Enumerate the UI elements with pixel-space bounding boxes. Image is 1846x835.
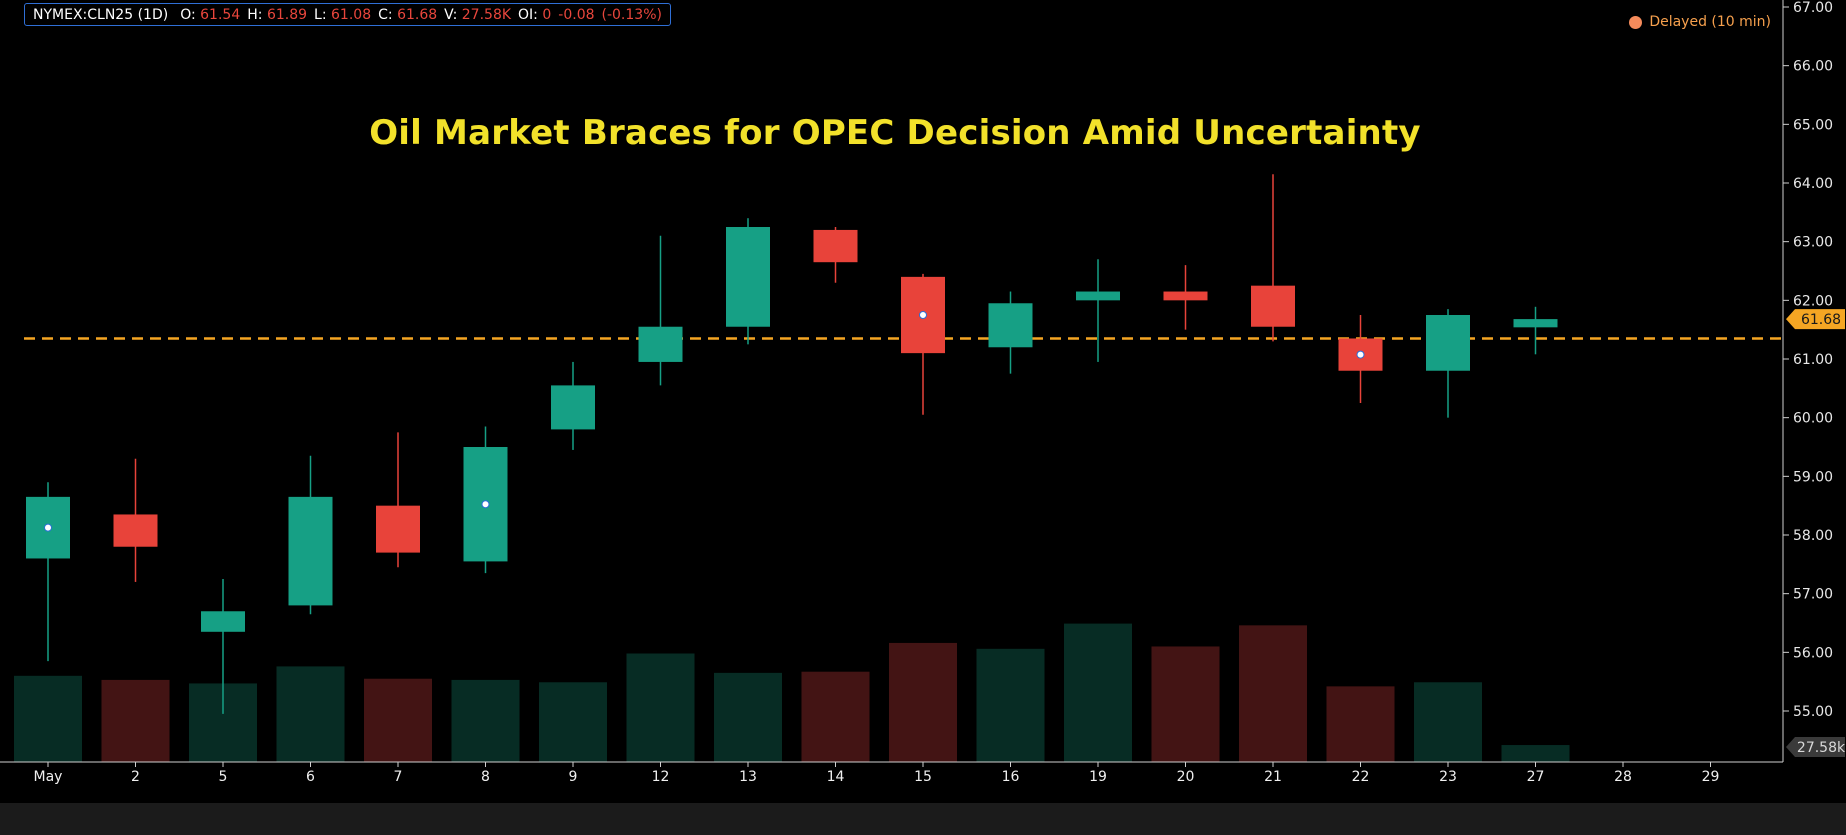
x-tick-label: 6 bbox=[306, 769, 315, 785]
open-label: O: bbox=[180, 6, 196, 23]
x-tick-label: 29 bbox=[1702, 769, 1720, 785]
candle-body-14 bbox=[813, 229, 858, 263]
x-tick-label: 9 bbox=[569, 769, 578, 785]
open-value: 61.54 bbox=[200, 6, 241, 23]
candle-body-5 bbox=[201, 611, 245, 632]
y-tick-label: 66.00 bbox=[1793, 59, 1833, 75]
candle-body-12 bbox=[638, 326, 683, 362]
y-tick-label: 65.00 bbox=[1793, 117, 1833, 133]
y-tick-label: 61.00 bbox=[1793, 352, 1833, 368]
candle-body-9 bbox=[551, 385, 595, 430]
status-dot-icon bbox=[1629, 15, 1643, 29]
close-value: 61.68 bbox=[397, 6, 438, 23]
volume-label: V: bbox=[444, 6, 458, 23]
y-tick-label: 62.00 bbox=[1793, 293, 1833, 309]
volume-bar-19 bbox=[1064, 623, 1132, 762]
delayed-label: Delayed (10 min) bbox=[1649, 14, 1771, 30]
volume-bar-20 bbox=[1151, 646, 1220, 762]
volume-bar-2 bbox=[101, 679, 170, 762]
x-tick-label: 28 bbox=[1614, 769, 1632, 785]
candle-body-19 bbox=[1076, 291, 1120, 301]
volume-value: 27.58K bbox=[461, 6, 512, 23]
x-tick-label: 15 bbox=[914, 769, 932, 785]
last-price-label: 61.68 bbox=[1801, 312, 1841, 328]
y-tick-label: 58.00 bbox=[1793, 528, 1833, 544]
x-tick-label: 7 bbox=[394, 769, 403, 785]
candle-body-23 bbox=[1426, 315, 1470, 371]
candle-body-27 bbox=[1513, 319, 1558, 328]
y-tick-label: 56.00 bbox=[1793, 645, 1833, 661]
x-tick-label: 12 bbox=[652, 769, 670, 785]
volume-bar-22 bbox=[1326, 686, 1395, 762]
event-marker-May bbox=[44, 523, 52, 532]
bottom-toolbar bbox=[0, 803, 1846, 835]
y-tick-label: 64.00 bbox=[1793, 176, 1833, 192]
y-tick-label: 60.00 bbox=[1793, 411, 1833, 427]
y-tick-label: 63.00 bbox=[1793, 235, 1833, 251]
last-price-badge bbox=[1786, 309, 1845, 330]
candlestick-chart[interactable]: 55.00 56.00 57.00 58.00 59.00 60.00 61.00 62.00… bbox=[0, 0, 1846, 803]
x-tick-label: 13 bbox=[739, 769, 757, 785]
event-marker-15 bbox=[919, 311, 927, 319]
volume-bar-13 bbox=[714, 672, 782, 762]
x-tick-label: 22 bbox=[1352, 769, 1370, 785]
candle-body-6 bbox=[288, 496, 333, 606]
candle-body-7 bbox=[376, 505, 420, 553]
y-tick-label: 55.00 bbox=[1793, 704, 1833, 720]
symbol-label: NYMEX:CLN25 (1D) bbox=[33, 6, 169, 23]
y-tick-label: 59.00 bbox=[1793, 469, 1833, 485]
x-tick-label: 16 bbox=[1002, 769, 1020, 785]
volume-bar-8 bbox=[451, 679, 520, 762]
y-tick-label: 67.00 bbox=[1793, 0, 1833, 16]
candle-body-20 bbox=[1163, 291, 1208, 301]
x-tick-label: 23 bbox=[1439, 769, 1457, 785]
ohlc-legend[interactable]: NYMEX:CLN25 (1D) O: 61.54 H: 61.89 L: 61… bbox=[24, 3, 671, 26]
volume-bar-15 bbox=[889, 642, 957, 762]
x-tick-label: 20 bbox=[1177, 769, 1195, 785]
volume-bar-May bbox=[14, 675, 82, 762]
event-marker-22 bbox=[1356, 350, 1365, 359]
oi-value: 0 bbox=[542, 6, 552, 23]
event-marker-8 bbox=[481, 500, 490, 509]
candle-body-2 bbox=[113, 514, 158, 547]
volume-bar-12 bbox=[626, 653, 695, 762]
x-tick-label: 21 bbox=[1264, 769, 1282, 785]
x-tick-label: May bbox=[34, 769, 63, 785]
change-value: -0.08 bbox=[558, 6, 595, 23]
volume-bar-23 bbox=[1414, 682, 1482, 762]
volume-bar-27 bbox=[1501, 745, 1570, 762]
low-label: L: bbox=[314, 6, 327, 23]
candle-body-21 bbox=[1251, 285, 1295, 327]
high-value: 61.89 bbox=[266, 6, 308, 23]
x-tick-label: 27 bbox=[1527, 769, 1545, 785]
oi-label: OI: bbox=[518, 6, 538, 23]
close-label: C: bbox=[378, 6, 393, 23]
x-tick-label: 8 bbox=[481, 769, 490, 785]
candle-body-16 bbox=[988, 303, 1033, 348]
x-tick-label: 2 bbox=[131, 769, 140, 785]
x-tick-label: 14 bbox=[827, 769, 845, 785]
volume-badge-label: 27.58k bbox=[1797, 740, 1846, 756]
x-tick-label: 5 bbox=[219, 769, 228, 785]
change-percent: (-0.13%) bbox=[601, 6, 662, 23]
volume-bar-21 bbox=[1239, 625, 1307, 762]
y-tick-label: 57.00 bbox=[1793, 587, 1833, 603]
volume-bar-9 bbox=[539, 682, 607, 762]
x-tick-label: 19 bbox=[1089, 769, 1107, 785]
chart-title: Oil Market Braces for OPEC Decision Amid… bbox=[369, 113, 1421, 153]
candle-body-13 bbox=[726, 227, 770, 327]
low-value: 61.08 bbox=[331, 6, 372, 23]
high-label: H: bbox=[247, 6, 263, 23]
volume-bar-6 bbox=[276, 666, 345, 762]
volume-bar-14 bbox=[801, 671, 870, 762]
volume-bar-7 bbox=[364, 678, 432, 762]
delayed-status: Delayed (10 min) bbox=[1629, 14, 1771, 30]
volume-badge bbox=[1786, 737, 1845, 757]
volume-bar-16 bbox=[976, 648, 1045, 762]
